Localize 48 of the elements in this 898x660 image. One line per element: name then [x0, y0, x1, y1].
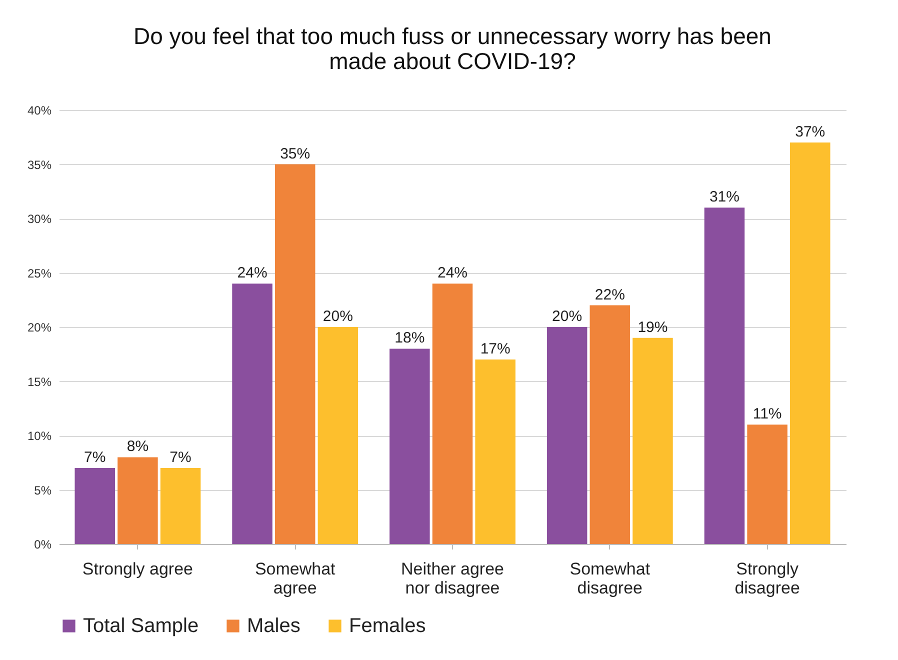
data-label: 20%	[552, 308, 582, 325]
legend-label: Males	[247, 615, 300, 637]
data-label: 7%	[84, 449, 106, 466]
data-label: 11%	[752, 406, 782, 423]
data-label: 24%	[237, 264, 268, 282]
bar	[632, 338, 673, 544]
y-tick-label: 20%	[27, 320, 52, 334]
y-tick-label: 10%	[27, 429, 52, 443]
bar	[232, 284, 272, 544]
data-label: 8%	[126, 438, 149, 456]
data-label: 24%	[437, 264, 468, 282]
y-tick-label: 30%	[27, 212, 52, 226]
bar	[590, 305, 630, 544]
y-tick-label: 0%	[34, 538, 52, 552]
x-tick-label: Somewhat agree	[254, 560, 336, 598]
x-tick-label: Strongly disagree	[734, 560, 800, 598]
legend-label: Females	[349, 615, 426, 637]
data-label: 35%	[280, 145, 310, 162]
bar	[160, 468, 201, 544]
bar	[747, 424, 788, 544]
x-tick-label: Somewhat disagree	[570, 560, 650, 598]
x-tick-label: Neither agree nor disagree	[400, 560, 504, 598]
data-label: 18%	[394, 330, 425, 347]
bar	[790, 142, 830, 544]
data-label: 19%	[638, 318, 668, 336]
data-label: 22%	[594, 286, 625, 304]
bar	[74, 468, 115, 544]
data-label: 7%	[170, 449, 192, 466]
y-tick-label: 15%	[27, 374, 52, 389]
bar	[118, 457, 158, 544]
x-tick-label: Strongly agree	[82, 560, 193, 578]
bar	[546, 327, 588, 544]
data-label: 20%	[322, 308, 353, 325]
data-label: 31%	[709, 188, 740, 206]
bar	[390, 348, 430, 544]
data-label: 17%	[480, 340, 510, 358]
bar	[432, 284, 473, 544]
y-tick-label: 25%	[27, 266, 52, 280]
y-tick-label: 35%	[27, 158, 52, 172]
bar	[704, 208, 745, 544]
bar	[274, 164, 316, 544]
y-tick-label: 40%	[27, 104, 52, 118]
bar	[475, 360, 516, 544]
bar	[318, 327, 358, 544]
legend-label: Total Sample	[83, 615, 199, 637]
data-label: 37%	[795, 124, 826, 141]
chart-title: Do you feel that too much fuss or unnecessary worry has been made about COVID-19?	[134, 23, 772, 74]
y-tick-label: 5%	[34, 483, 52, 498]
